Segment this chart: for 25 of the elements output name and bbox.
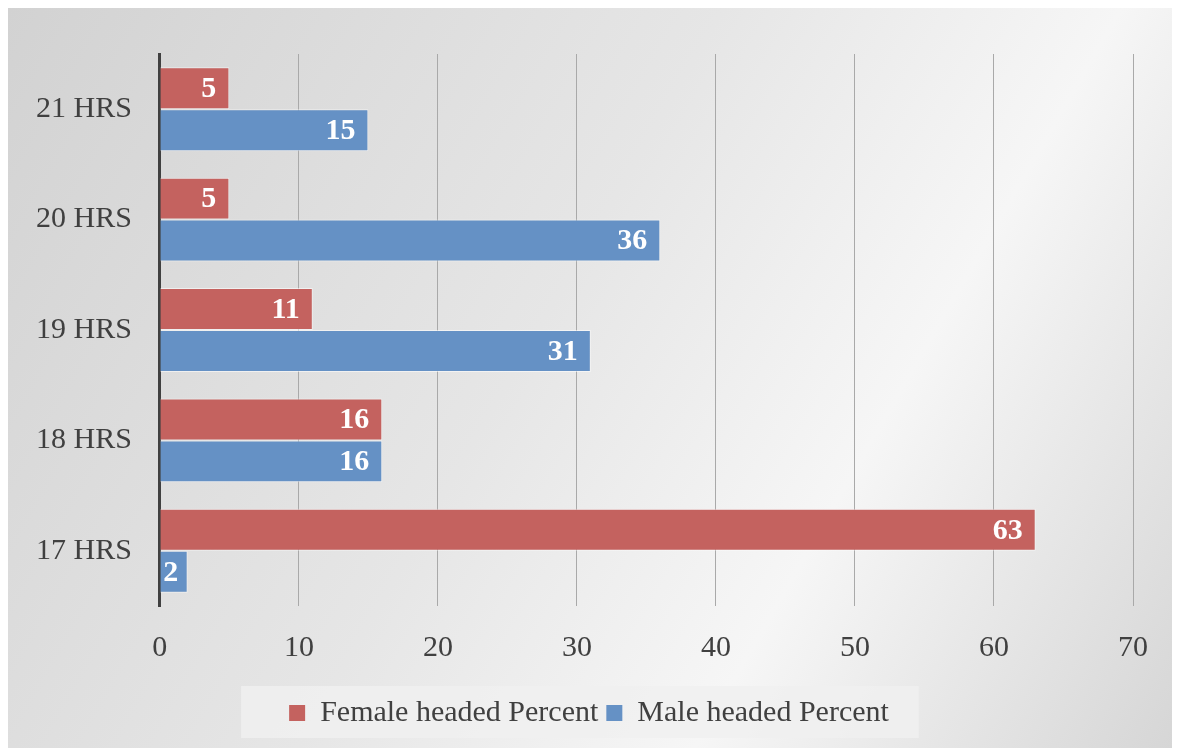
data-label: 2 — [163, 553, 179, 587]
legend-label: Male headed Percent — [637, 693, 890, 727]
x-tick-label: 70 — [1118, 628, 1148, 662]
x-tick-label: 0 — [152, 628, 168, 662]
data-label: 16 — [339, 443, 370, 477]
x-tick-label: 10 — [283, 628, 314, 662]
legend-label: Female headed Percent — [320, 693, 599, 727]
y-tick-label: 19 HRS — [36, 310, 132, 344]
y-tick-label: 20 HRS — [36, 200, 132, 234]
x-tick-label: 50 — [839, 628, 870, 662]
data-label: 36 — [617, 222, 648, 256]
x-tick-label: 60 — [978, 628, 1009, 662]
y-tick-label: 17 HRS — [36, 531, 132, 565]
data-label: 16 — [339, 401, 370, 435]
data-label: 63 — [992, 511, 1023, 545]
data-label: 15 — [325, 111, 356, 145]
x-tick-label: 40 — [700, 628, 731, 662]
data-label: 31 — [547, 332, 578, 366]
data-label: 5 — [201, 69, 217, 103]
data-label: 11 — [271, 290, 300, 324]
x-tick-label: 20 — [422, 628, 453, 662]
data-label: 5 — [201, 180, 217, 214]
y-tick-label: 18 HRS — [36, 421, 132, 455]
x-tick-label: 30 — [561, 628, 592, 662]
y-tick-label: 21 HRS — [36, 90, 132, 124]
